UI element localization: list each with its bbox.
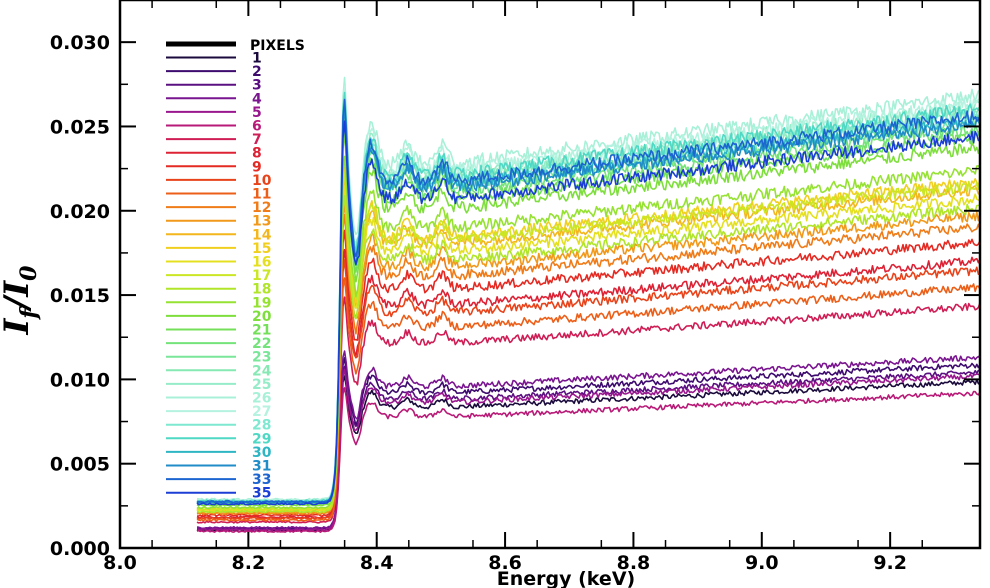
series-line-pixel-18 bbox=[196, 195, 980, 514]
legend-label: 30 bbox=[252, 445, 272, 461]
legend-label: 8 bbox=[252, 146, 262, 162]
series-line-pixel-19 bbox=[196, 155, 980, 510]
legend-label: 17 bbox=[252, 268, 271, 284]
legend-label: 27 bbox=[252, 404, 271, 420]
x-axis-title: Energy (keV) bbox=[497, 568, 635, 588]
plot-frame bbox=[118, 0, 982, 550]
series-layer bbox=[196, 76, 980, 533]
x-tick-label: 9.0 bbox=[745, 552, 779, 574]
legend-label: 18 bbox=[252, 282, 271, 298]
y-axis-title: If/I0 bbox=[0, 265, 42, 336]
series-line-pixel-15 bbox=[196, 166, 980, 511]
series-line-pixel-7 bbox=[196, 296, 980, 524]
series-line-pixel-4 bbox=[196, 350, 980, 530]
legend-label: 1 bbox=[252, 51, 262, 67]
y-tick-label: 0.000 bbox=[50, 538, 110, 560]
series-line-pixel-9 bbox=[197, 229, 980, 517]
legend-label: 28 bbox=[252, 418, 271, 434]
series-line-pixel-10 bbox=[196, 259, 980, 520]
legend-label: 19 bbox=[252, 295, 271, 311]
legend-label: 5 bbox=[252, 105, 262, 121]
legend-label: 33 bbox=[252, 472, 271, 488]
y-tick-label: 0.005 bbox=[50, 454, 110, 476]
legend-label: 2 bbox=[252, 64, 262, 80]
legend-label: 9 bbox=[252, 159, 262, 175]
y-tick-label: 0.020 bbox=[50, 201, 110, 223]
series-line-pixel-35 bbox=[196, 120, 980, 506]
x-tick-label: 8.6 bbox=[488, 552, 522, 574]
series-line-pixel-20 bbox=[196, 131, 980, 507]
legend-label: 15 bbox=[252, 241, 271, 257]
legend-label: 35 bbox=[252, 486, 271, 502]
legend-label: 31 bbox=[252, 459, 271, 475]
legend-label: 23 bbox=[252, 350, 271, 366]
legend-label: 22 bbox=[252, 336, 271, 352]
legend-label: 12 bbox=[252, 200, 271, 216]
series-line-pixel-26 bbox=[196, 76, 980, 502]
legend-label: 4 bbox=[252, 91, 262, 107]
legend-label: 6 bbox=[252, 119, 262, 135]
axis-ticks: 8.0 8.2 8.4 8.6 8.8 9.0 9.2 0.000 0.005 0.010 0.01… bbox=[50, 0, 980, 574]
y-tick-label: 0.025 bbox=[50, 116, 110, 138]
series-line-pixel-8 bbox=[196, 248, 980, 519]
legend-label: 26 bbox=[252, 391, 271, 407]
series-line-pixel-17 bbox=[196, 172, 980, 511]
legend-label: 7 bbox=[252, 132, 262, 148]
legend: PIXELS 123456789101112131415161718192021… bbox=[166, 38, 305, 502]
legend-label: 10 bbox=[252, 173, 272, 189]
x-tick-label: 9.2 bbox=[873, 552, 907, 574]
series-line-pixel-29 bbox=[196, 91, 980, 503]
legend-label: 24 bbox=[252, 363, 272, 379]
legend-label: 16 bbox=[252, 255, 271, 271]
legend-label: 25 bbox=[252, 377, 271, 393]
legend-label: 29 bbox=[252, 431, 271, 447]
y-tick-label: 0.010 bbox=[50, 369, 110, 391]
legend-label: 14 bbox=[252, 227, 272, 243]
series-line-pixel-11 bbox=[196, 277, 980, 522]
legend-label: 3 bbox=[252, 78, 262, 94]
series-line-pixel-33 bbox=[196, 98, 980, 504]
series-line-pixel-6 bbox=[196, 387, 980, 533]
y-tick-label: 0.030 bbox=[50, 32, 110, 54]
x-tick-label: 8.8 bbox=[617, 552, 651, 574]
x-tick-label: 8.2 bbox=[232, 552, 266, 574]
y-tick-label: 0.015 bbox=[50, 285, 110, 307]
x-tick-label: 8.4 bbox=[360, 552, 394, 574]
legend-label: 11 bbox=[252, 187, 271, 203]
legend-label: 21 bbox=[252, 323, 271, 339]
legend-title: PIXELS bbox=[250, 38, 305, 54]
legend-label: 13 bbox=[252, 214, 271, 230]
series-line-pixel-5 bbox=[196, 368, 980, 532]
x-tick-label: 8.0 bbox=[103, 552, 137, 574]
legend-label: 20 bbox=[252, 309, 272, 325]
series-line-pixel-13 bbox=[196, 203, 980, 514]
